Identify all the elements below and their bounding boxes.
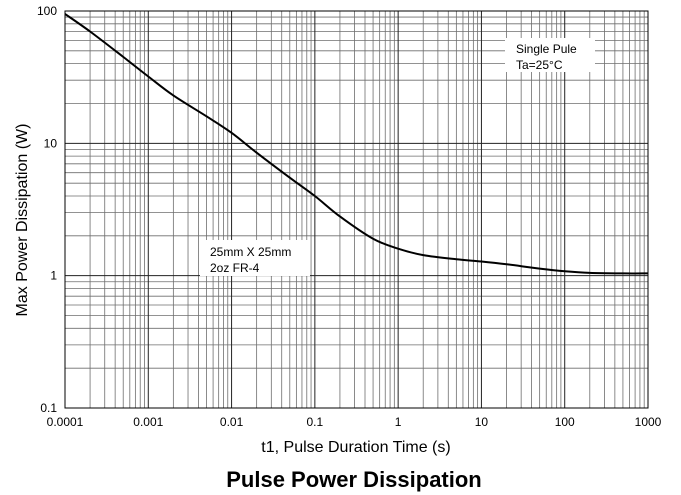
x-tick-label: 0.001 <box>133 415 163 429</box>
y-tick-label: 10 <box>44 136 58 150</box>
y-tick-label: 0.1 <box>40 401 57 415</box>
chart-title: Pulse Power Dissipation <box>226 467 482 492</box>
y-tick-labels: 0.1 1 10 100 <box>37 4 57 415</box>
x-tick-label: 10 <box>475 415 489 429</box>
annotation-board-box <box>200 240 310 276</box>
x-tick-label: 1000 <box>635 415 662 429</box>
annotation-conditions-line-1: Single Pule <box>516 42 577 56</box>
x-tick-label: 100 <box>555 415 575 429</box>
x-tick-label: 1 <box>395 415 402 429</box>
annotation-board-line-1: 25mm X 25mm <box>210 245 291 259</box>
annotation-board: 25mm X 25mm 2oz FR-4 <box>200 240 310 276</box>
series-line <box>64 13 649 275</box>
x-axis-label: t1, Pulse Duration Time (s) <box>261 439 450 456</box>
x-tick-label: 0.1 <box>307 415 324 429</box>
y-axis-label: Max Power Dissipation (W) <box>14 124 31 317</box>
x-tick-label: 0.0001 <box>47 415 84 429</box>
plot-frame <box>64 10 649 409</box>
y-tick-label: 100 <box>37 4 57 18</box>
y-tick-label: 1 <box>50 269 57 283</box>
plot-background <box>65 11 648 408</box>
x-tick-label: 0.01 <box>220 415 244 429</box>
annotation-board-line-2: 2oz FR-4 <box>210 261 260 275</box>
x-tick-labels: 0.0001 0.001 0.01 0.1 1 10 100 1000 <box>47 415 662 429</box>
annotation-conditions-box <box>505 38 595 72</box>
annotation-conditions: Single Pule Ta=25°C <box>505 38 595 72</box>
annotation-conditions-line-2: Ta=25°C <box>516 58 563 72</box>
